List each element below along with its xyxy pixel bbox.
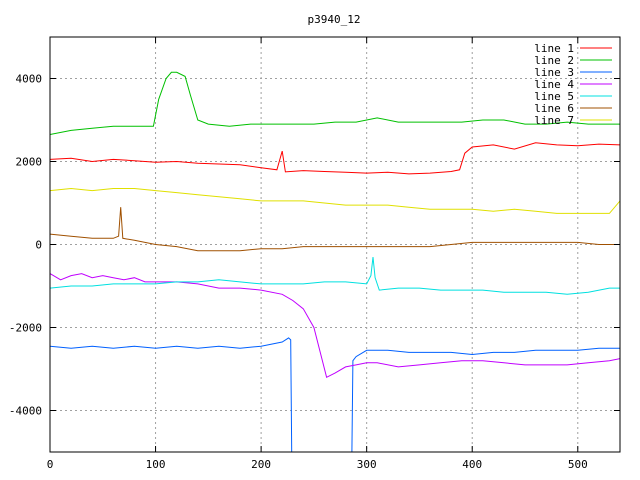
y-tick-label: 2000 xyxy=(16,156,43,169)
legend-label: line 1 xyxy=(534,42,574,55)
y-tick-label: -2000 xyxy=(9,322,42,335)
x-tick-label: 0 xyxy=(47,458,54,471)
legend-label: line 6 xyxy=(534,102,574,115)
legend-label: line 5 xyxy=(534,90,574,103)
series-line-6 xyxy=(50,207,620,252)
y-tick-label: 0 xyxy=(35,239,42,252)
plot-series xyxy=(50,71,620,452)
series-line-4 xyxy=(50,273,620,379)
legend-label: line 3 xyxy=(534,66,574,79)
series-line-1 xyxy=(50,142,620,175)
legend-label: line 2 xyxy=(534,54,574,67)
x-tick-label: 500 xyxy=(568,458,588,471)
legend-label: line 7 xyxy=(534,114,574,127)
axis-ticks: 0 100 200 300 400 500 -4000 -2000 0 2000 4000 xyxy=(9,37,620,471)
y-tick-label: -4000 xyxy=(9,405,42,418)
legend-label: line 4 xyxy=(534,78,574,91)
series-line-5 xyxy=(50,256,620,295)
grid-lines xyxy=(50,37,620,452)
x-tick-label: 100 xyxy=(146,458,166,471)
series-line-7 xyxy=(50,187,620,214)
series-line-3 xyxy=(50,337,620,452)
x-tick-label: 300 xyxy=(357,458,377,471)
x-tick-label: 400 xyxy=(462,458,482,471)
y-tick-label: 4000 xyxy=(16,73,43,86)
series-line-2 xyxy=(50,71,620,135)
chart-title: p3940_12 xyxy=(308,13,361,26)
x-tick-label: 200 xyxy=(251,458,271,471)
